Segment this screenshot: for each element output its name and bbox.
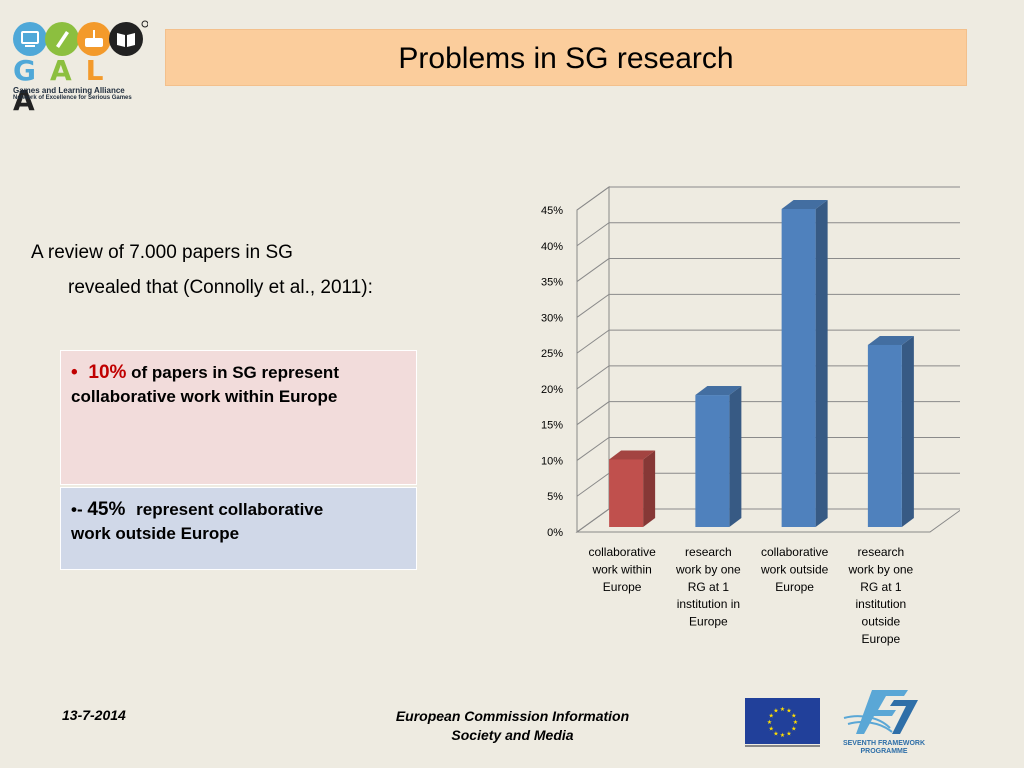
eu-star: ★: [773, 708, 778, 715]
y-tick-label: 25%: [541, 348, 563, 360]
intro-line-1: A review of 7.000 papers in SG: [31, 242, 293, 263]
bar-chart: 0% 5% 10% 15% 20% 25% 30% 35% 40% 45% collaborativ…: [541, 186, 960, 646]
x-tick-label: Europe: [775, 580, 814, 594]
finding-text-a: of papers in SG represent: [126, 363, 339, 382]
bar: [867, 344, 902, 527]
footer-organization: European Commission Information Society …: [370, 707, 655, 745]
title-bar: Problems in SG research: [165, 29, 967, 86]
eu-star: ★: [786, 730, 791, 737]
y-tick-label: 40%: [541, 241, 563, 253]
bar: [781, 209, 816, 527]
eu-flag-logo: ★★★★★★★★★ ★ ★★: [745, 698, 820, 747]
gridline: [576, 329, 960, 354]
bar-side-face: [729, 386, 742, 527]
eu-star: ★: [786, 708, 791, 715]
y-tick-label: 15%: [541, 420, 563, 432]
bar-side-face: [815, 200, 828, 527]
x-tick-label: collaborative: [588, 545, 656, 559]
finding-text-b: collaborative work within Europe: [71, 387, 338, 406]
gridline: [576, 508, 960, 533]
bar-top-face: [867, 335, 914, 345]
x-tick-label: Europe: [603, 580, 642, 594]
y-tick-label: 45%: [541, 205, 563, 217]
finding-box-outside-europe: •- 45% represent collaborative work outs…: [60, 487, 417, 570]
intro-line-2: revealed that (Connolly et al., 2011):: [68, 277, 373, 298]
eu-star: ★: [769, 726, 774, 733]
x-tick-label: collaborative: [761, 545, 829, 559]
finding-text-a: represent collaborative: [136, 500, 324, 519]
gridline: [576, 365, 960, 390]
eu-star: ★: [791, 713, 796, 720]
y-tick-label: 35%: [541, 277, 563, 289]
gridline: [576, 436, 960, 461]
x-tick-label: work outside: [760, 562, 829, 576]
highlight-percent: 45%: [87, 499, 126, 520]
finding-text-b: work outside Europe: [71, 524, 240, 543]
bar: [609, 459, 644, 527]
eu-star: ★: [769, 713, 774, 720]
x-tick-label: institution in: [677, 597, 740, 611]
x-tick-label: work by one: [675, 562, 741, 576]
gridline: [576, 258, 960, 282]
gala-wordmark: GALA: [13, 56, 150, 116]
y-tick-label: 5%: [547, 491, 563, 503]
bar-side-face: [901, 335, 914, 527]
chart-side-wall: [576, 186, 610, 533]
fp7-label-2: PROGRAMME: [860, 748, 907, 755]
x-tick-label: outside: [862, 615, 901, 629]
gridline: [576, 293, 960, 318]
logo-letter-l: L: [85, 54, 118, 87]
bar-side-face: [643, 450, 656, 527]
x-tick-label: institution: [856, 597, 907, 611]
slide-title: Problems in SG research: [398, 42, 734, 75]
gridline: [576, 222, 960, 247]
x-tick-label: Europe: [862, 632, 901, 646]
x-tick-label: Europe: [689, 615, 728, 629]
y-tick-label: 10%: [541, 455, 563, 467]
logo-letter-g: G: [13, 54, 50, 87]
bar: [695, 395, 730, 527]
logo-letter-a2: A: [13, 84, 49, 117]
intro-text: A review of 7.000 papers in SG revealed …: [31, 235, 373, 305]
fp7-logo: SEVENTH FRAMEWORK PROGRAMME: [843, 690, 925, 755]
x-tick-label: work by one: [848, 562, 914, 576]
finding-box-within-europe: • 10% of papers in SG represent collabor…: [60, 350, 417, 485]
gridline: [576, 472, 960, 497]
y-tick-label: 0%: [547, 527, 563, 539]
bar-top-face: [781, 200, 828, 209]
bar-top-face: [609, 450, 656, 460]
eu-star: ★: [780, 732, 785, 739]
logo-letter-a1: A: [49, 54, 86, 87]
logo-tagline: Games and Learning Alliance: [13, 86, 125, 95]
eu-star: ★: [773, 730, 778, 737]
eu-star: ★: [780, 706, 785, 713]
y-tick-label: 30%: [541, 312, 563, 324]
eu-star: ★: [793, 719, 798, 726]
bar-top-face: [695, 386, 742, 396]
x-tick-label: research: [685, 545, 732, 559]
y-tick-label: 20%: [541, 384, 563, 396]
logo-subline: Network of Excellence for Serious Games: [13, 95, 132, 101]
highlight-percent: 10%: [88, 362, 127, 383]
bullet: •-: [71, 500, 83, 519]
gridline: [576, 186, 960, 211]
gala-logo-icons: [13, 20, 148, 56]
x-tick-label: RG at 1: [688, 580, 730, 594]
gridline: [576, 401, 960, 426]
footer-org-line-1: European Commission Information: [395, 708, 630, 724]
eu-star: ★: [767, 719, 772, 726]
bullet: •: [71, 362, 78, 383]
gala-logo: GALA Games and Learning Alliance Network…: [10, 18, 150, 116]
x-tick-label: research: [858, 545, 905, 559]
eu-star: ★: [791, 726, 796, 733]
x-tick-label: RG at 1: [860, 580, 902, 594]
footer-date: 13-7-2014: [62, 707, 126, 723]
footer-org-line-2: Society and Media: [451, 727, 574, 743]
fp7-label-1: SEVENTH FRAMEWORK: [843, 740, 925, 747]
x-tick-label: work within: [591, 562, 651, 576]
